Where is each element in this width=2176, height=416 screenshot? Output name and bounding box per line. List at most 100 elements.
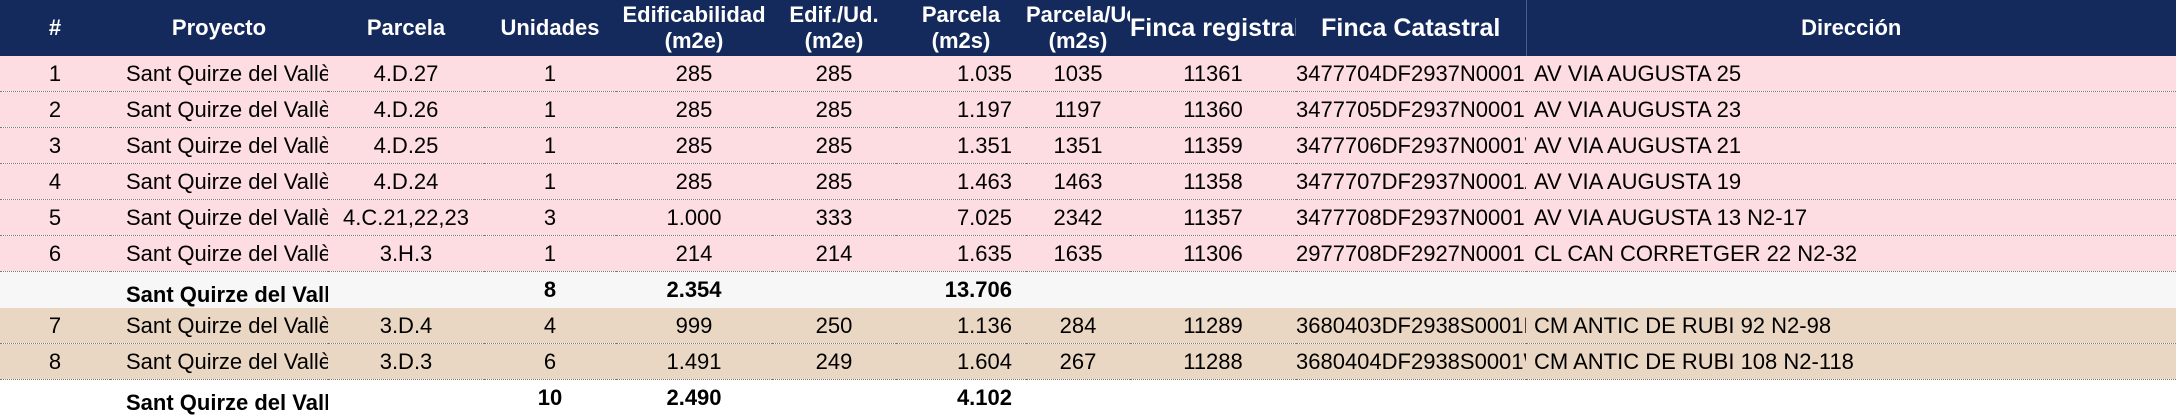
cell-direccion[interactable]: AV VIA AUGUSTA 19 [1526, 164, 2176, 200]
cell-num[interactable]: 5 [0, 200, 110, 236]
cell-edificabilidad[interactable]: 285 [616, 92, 772, 128]
empty-cell[interactable] [1026, 272, 1130, 309]
cell-finca-registral[interactable]: 11306 [1130, 236, 1296, 272]
cell-finca-registral[interactable]: 11360 [1130, 92, 1296, 128]
cell-finca-catastral[interactable]: 3477708DF2937N0001BO [1296, 200, 1526, 236]
cell-parcela[interactable]: 4.D.26 [328, 92, 484, 128]
cell-parcela[interactable]: 3.D.3 [328, 344, 484, 380]
cell-finca-registral[interactable]: 11359 [1130, 128, 1296, 164]
cell-direccion[interactable]: AV VIA AUGUSTA 23 [1526, 92, 2176, 128]
cell-proyecto[interactable]: Sant Quirze del Vallès-1_0 [110, 164, 328, 200]
cell-num[interactable]: 4 [0, 164, 110, 200]
empty-cell[interactable] [1526, 380, 2176, 416]
cell-parcela-m2[interactable]: 1.351 [896, 128, 1026, 164]
cell-proyecto[interactable]: Sant Quirze del Vallès-1_0 [110, 56, 328, 92]
cell-parcela-m2[interactable]: 1.136 [896, 308, 1026, 344]
cell-parcela-m2[interactable]: 1.604 [896, 344, 1026, 380]
cell-parcela-ud[interactable]: 1035 [1026, 56, 1130, 92]
empty-cell[interactable] [772, 380, 896, 416]
cell-finca-catastral[interactable]: 2977708DF2927N0001DT [1296, 236, 1526, 272]
cell-finca-registral[interactable]: 11361 [1130, 56, 1296, 92]
cell-unidades[interactable]: 1 [484, 128, 616, 164]
cell-parcela-ud[interactable]: 2342 [1026, 200, 1130, 236]
cell-finca-catastral[interactable]: 3477704DF2937N0001UO [1296, 56, 1526, 92]
cell-edif-ud[interactable]: 285 [772, 128, 896, 164]
cell-edif-ud[interactable]: 250 [772, 308, 896, 344]
header-proyecto[interactable]: Proyecto [110, 0, 328, 56]
cell-edif-ud[interactable]: 249 [772, 344, 896, 380]
cell-edif-ud[interactable]: 285 [772, 164, 896, 200]
header-parcela[interactable]: Parcela [328, 0, 484, 56]
empty-cell[interactable] [1526, 272, 2176, 309]
cell-edificabilidad[interactable]: 999 [616, 308, 772, 344]
cell-parcela-m2[interactable]: 1.197 [896, 92, 1026, 128]
subtotal-edificabilidad[interactable]: 2.490 [616, 380, 772, 416]
cell-parcela-ud[interactable]: 1197 [1026, 92, 1130, 128]
empty-cell[interactable] [1296, 272, 1526, 309]
cell-edificabilidad[interactable]: 285 [616, 128, 772, 164]
cell-direccion[interactable]: AV VIA AUGUSTA 25 [1526, 56, 2176, 92]
cell-finca-registral[interactable]: 11358 [1130, 164, 1296, 200]
cell-parcela-ud[interactable]: 1351 [1026, 128, 1130, 164]
cell-direccion[interactable]: CL CAN CORRETGER 22 N2-32 [1526, 236, 2176, 272]
cell-num[interactable]: 8 [0, 344, 110, 380]
cell-proyecto[interactable]: Sant Quirze del Vallès-1_0 [110, 92, 328, 128]
subtotal-unidades[interactable]: 8 [484, 272, 616, 309]
subtotal-parcela-m2[interactable]: 13.706 [896, 272, 1026, 309]
header-parcela-ud[interactable]: Parcela/Ud. (m2s) [1026, 0, 1130, 56]
subtotal-edificabilidad[interactable]: 2.354 [616, 272, 772, 309]
cell-parcela[interactable]: 4.D.24 [328, 164, 484, 200]
header-num[interactable]: # [0, 0, 110, 56]
header-direccion[interactable]: Dirección [1526, 0, 2176, 56]
empty-cell[interactable] [1296, 380, 1526, 416]
cell-parcela[interactable]: 3.H.3 [328, 236, 484, 272]
cell-direccion[interactable]: CM ANTIC DE RUBI 92 N2-98 [1526, 308, 2176, 344]
cell-edif-ud[interactable]: 285 [772, 92, 896, 128]
cell-parcela-ud[interactable]: 1463 [1026, 164, 1130, 200]
cell-unidades[interactable]: 1 [484, 56, 616, 92]
header-edificabilidad[interactable]: Edificabilidad (m2e) [616, 0, 772, 56]
empty-cell[interactable] [328, 272, 484, 309]
cell-unidades[interactable]: 4 [484, 308, 616, 344]
cell-parcela[interactable]: 3.D.4 [328, 308, 484, 344]
cell-finca-catastral[interactable]: 3680404DF2938S0001WA [1296, 344, 1526, 380]
subtotal-proyecto[interactable]: Sant Quirze del Vallès-1_2 [110, 380, 328, 416]
cell-num[interactable]: 7 [0, 308, 110, 344]
empty-cell[interactable] [328, 380, 484, 416]
empty-cell[interactable] [0, 380, 110, 416]
header-finca-registral[interactable]: Finca registral [1130, 0, 1296, 56]
subtotal-unidades[interactable]: 10 [484, 380, 616, 416]
cell-parcela-ud[interactable]: 1635 [1026, 236, 1130, 272]
cell-direccion[interactable]: AV VIA AUGUSTA 13 N2-17 [1526, 200, 2176, 236]
cell-num[interactable]: 3 [0, 128, 110, 164]
cell-num[interactable]: 6 [0, 236, 110, 272]
cell-unidades[interactable]: 1 [484, 92, 616, 128]
cell-unidades[interactable]: 1 [484, 164, 616, 200]
cell-parcela[interactable]: 4.D.25 [328, 128, 484, 164]
cell-edif-ud[interactable]: 214 [772, 236, 896, 272]
cell-parcela-m2[interactable]: 7.025 [896, 200, 1026, 236]
header-finca-catastral[interactable]: Finca Catastral [1296, 0, 1526, 56]
cell-parcela[interactable]: 4.D.27 [328, 56, 484, 92]
cell-unidades[interactable]: 3 [484, 200, 616, 236]
cell-unidades[interactable]: 1 [484, 236, 616, 272]
cell-proyecto[interactable]: Sant Quirze del Vallès-1_0 [110, 236, 328, 272]
cell-finca-registral[interactable]: 11289 [1130, 308, 1296, 344]
subtotal-parcela-m2[interactable]: 4.102 [896, 380, 1026, 416]
cell-proyecto[interactable]: Sant Quirze del Vallès-1_0 [110, 128, 328, 164]
cell-finca-catastral[interactable]: 3477706DF2937N0001WO [1296, 128, 1526, 164]
header-unidades[interactable]: Unidades [484, 0, 616, 56]
cell-parcela-m2[interactable]: 1.635 [896, 236, 1026, 272]
cell-parcela[interactable]: 4.C.21,22,23 [328, 200, 484, 236]
header-parcela-m2[interactable]: Parcela (m2s) [896, 0, 1026, 56]
cell-edif-ud[interactable]: 285 [772, 56, 896, 92]
cell-finca-registral[interactable]: 11288 [1130, 344, 1296, 380]
